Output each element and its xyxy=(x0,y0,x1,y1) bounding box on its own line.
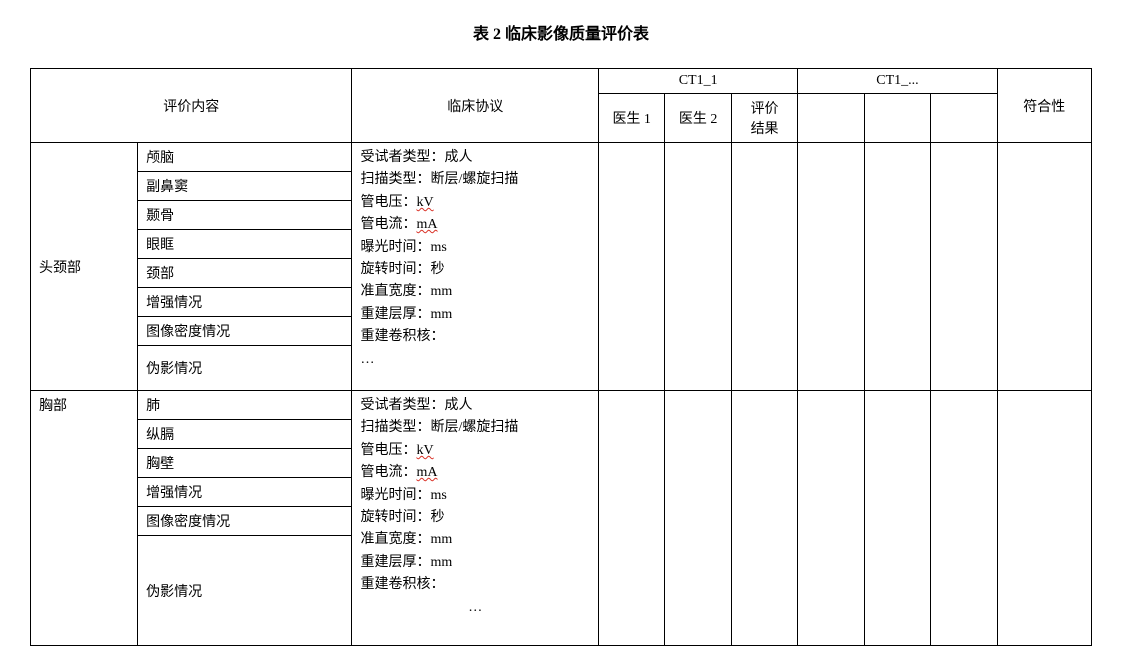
header-doctor1-a: 医生 1 xyxy=(598,94,664,143)
header-eval-result-a: 评价 结果 xyxy=(731,94,797,143)
kv-unit: kV xyxy=(416,195,433,210)
header-doctor2-a: 医生 2 xyxy=(665,94,731,143)
protocol-ellipsis: … xyxy=(360,597,589,619)
header-protocol: 临床协议 xyxy=(352,69,598,143)
ct1-m-res-headneck xyxy=(931,143,997,391)
header-ct1-1: CT1_1 xyxy=(598,69,797,94)
section-chest: 胸部 xyxy=(31,391,138,646)
protocol-line: 曝光时间：ms xyxy=(360,237,589,259)
ct1-1-res-chest xyxy=(731,391,797,646)
protocol-cell-chest: 受试者类型：成人 扫描类型：断层/螺旋扫描 管电压：kV 管电流：mA 曝光时间… xyxy=(352,391,598,646)
item-cell: 图像密度情况 xyxy=(138,507,352,536)
protocol-line: 受试者类型：成人 xyxy=(360,395,589,417)
ct1-m-res-chest xyxy=(931,391,997,646)
section-head-neck: 头颈部 xyxy=(31,143,138,391)
ma-unit: mA xyxy=(416,217,437,232)
protocol-line: 受试者类型：成人 xyxy=(360,147,589,169)
item-cell: 伪影情况 xyxy=(138,346,352,391)
header-ct1-more: CT1_... xyxy=(798,69,997,94)
protocol-line: 管电压：kV xyxy=(360,440,589,462)
header-doctor2-b xyxy=(864,94,930,143)
header-conformance: 符合性 xyxy=(997,69,1091,143)
ct1-m-d2-headneck xyxy=(864,143,930,391)
protocol-line: 准直宽度：mm xyxy=(360,281,589,303)
conform-headneck xyxy=(997,143,1091,391)
header-row-1: 评价内容 临床协议 CT1_1 CT1_... 符合性 xyxy=(31,69,1092,94)
item-cell: 颈部 xyxy=(138,259,352,288)
ma-unit: mA xyxy=(416,465,437,480)
table-title: 表 2 临床影像质量评价表 xyxy=(30,20,1092,44)
protocol-line: 重建层厚：mm xyxy=(360,552,589,574)
protocol-line: 曝光时间：ms xyxy=(360,485,589,507)
protocol-line: 旋转时间：秒 xyxy=(360,259,589,281)
protocol-line: 重建卷积核： xyxy=(360,574,589,596)
protocol-line: 管电流：mA xyxy=(360,214,589,236)
item-cell: 纵膈 xyxy=(138,420,352,449)
protocol-line: 扫描类型：断层/螺旋扫描 xyxy=(360,417,589,439)
item-cell: 图像密度情况 xyxy=(138,317,352,346)
header-doctor1-b xyxy=(798,94,864,143)
item-cell: 增强情况 xyxy=(138,478,352,507)
protocol-line: 重建卷积核： xyxy=(360,326,589,348)
protocol-line: 管电流：mA xyxy=(360,462,589,484)
table-row: 胸部 肺 受试者类型：成人 扫描类型：断层/螺旋扫描 管电压：kV 管电流：mA… xyxy=(31,391,1092,420)
item-cell: 眼眶 xyxy=(138,230,352,259)
ct1-1-d2-headneck xyxy=(665,143,731,391)
item-cell: 伪影情况 xyxy=(138,536,352,646)
protocol-line: 旋转时间：秒 xyxy=(360,507,589,529)
evaluation-table: 评价内容 临床协议 CT1_1 CT1_... 符合性 医生 1 医生 2 评价… xyxy=(30,68,1092,646)
ct1-1-res-headneck xyxy=(731,143,797,391)
item-cell: 颅脑 xyxy=(138,143,352,172)
item-cell: 胸壁 xyxy=(138,449,352,478)
item-cell: 副鼻窦 xyxy=(138,172,352,201)
item-cell: 增强情况 xyxy=(138,288,352,317)
ct1-m-d1-chest xyxy=(798,391,864,646)
protocol-line: 准直宽度：mm xyxy=(360,529,589,551)
protocol-line: 扫描类型：断层/螺旋扫描 xyxy=(360,169,589,191)
header-eval-content: 评价内容 xyxy=(31,69,352,143)
table-row: 头颈部 颅脑 受试者类型：成人 扫描类型：断层/螺旋扫描 管电压：kV 管电流：… xyxy=(31,143,1092,172)
protocol-cell-head-neck: 受试者类型：成人 扫描类型：断层/螺旋扫描 管电压：kV 管电流：mA 曝光时间… xyxy=(352,143,598,391)
kv-unit: kV xyxy=(416,443,433,458)
ct1-m-d2-chest xyxy=(864,391,930,646)
protocol-ellipsis: … xyxy=(360,349,589,371)
ct1-1-d2-chest xyxy=(665,391,731,646)
ct1-m-d1-headneck xyxy=(798,143,864,391)
conform-chest xyxy=(997,391,1091,646)
ct1-1-d1-chest xyxy=(598,391,664,646)
item-cell: 肺 xyxy=(138,391,352,420)
protocol-line: 管电压：kV xyxy=(360,192,589,214)
ct1-1-d1-headneck xyxy=(598,143,664,391)
header-eval-result-b xyxy=(931,94,997,143)
item-cell: 颞骨 xyxy=(138,201,352,230)
protocol-line: 重建层厚：mm xyxy=(360,304,589,326)
